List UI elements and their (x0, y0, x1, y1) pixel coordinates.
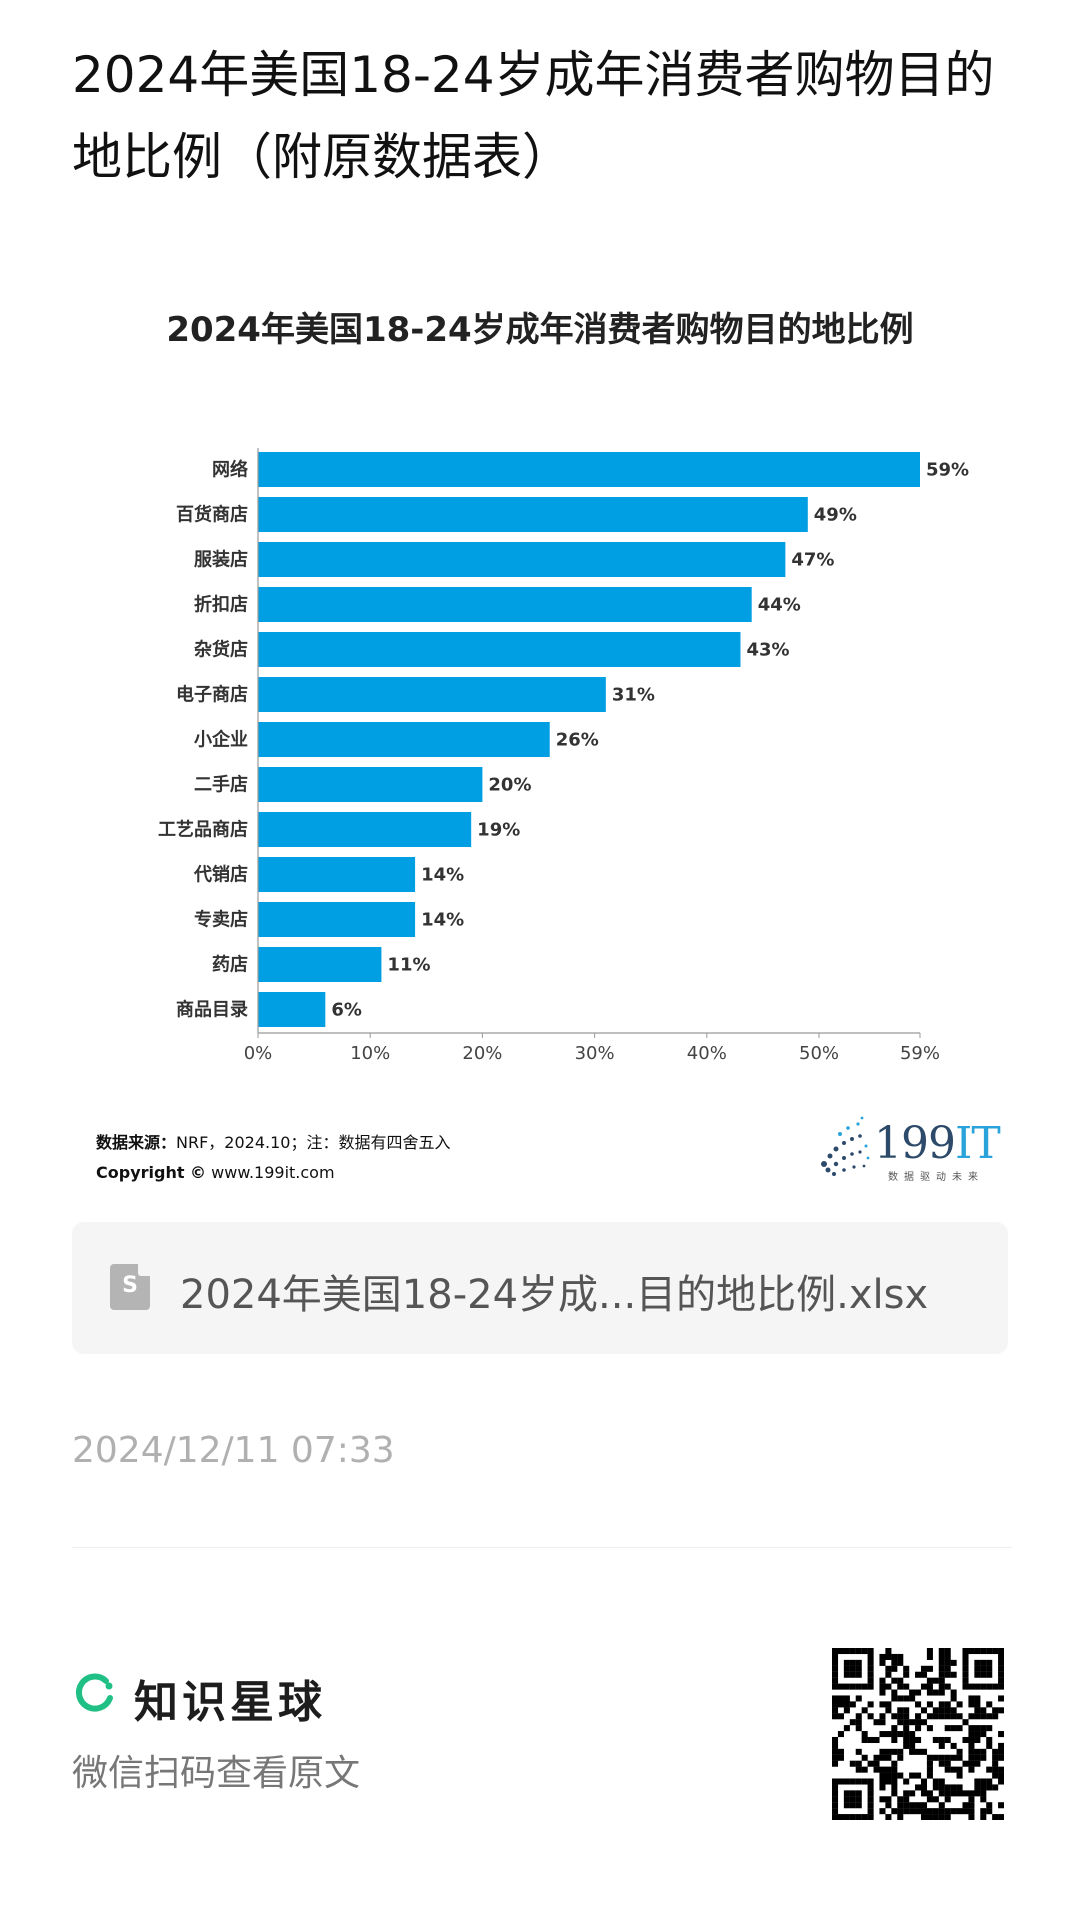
bar (258, 902, 416, 937)
category-label: 专卖店 (194, 909, 248, 931)
divider (72, 1547, 1012, 1548)
data-label: 6% (331, 1000, 362, 1021)
data-label: 14% (421, 910, 464, 931)
category-label: 小企业 (194, 729, 248, 751)
x-tick-label: 10% (350, 1043, 390, 1064)
data-source-note: 数据来源：NRF，2024.10；注：数据有四舍五入 Copyright © w… (96, 1128, 450, 1188)
bar-chart: 网络 59% 百货商店 49% 服装店 47% 折扣店 44% 杂货店 43% 电子商店 31% 小企业… (158, 448, 969, 1064)
bar (258, 542, 786, 577)
brand-name: 知识星球 (134, 1677, 326, 1728)
data-label: 49% (814, 505, 857, 526)
data-label: 19% (477, 820, 520, 841)
x-tick-label: 20% (462, 1043, 502, 1064)
category-label: 杂货店 (194, 639, 248, 661)
scan-hint: 微信扫码查看原文 (72, 1753, 361, 1794)
attachment-file-name: 2024年美国18-24岁成...目的地比例.xlsx (180, 1272, 929, 1318)
chart-title: 2024年美国18-24岁成年消费者购物目的地比例 (166, 310, 914, 350)
category-label: 折扣店 (194, 594, 248, 616)
x-tick-label: 30% (575, 1043, 615, 1064)
category-label: 工艺品商店 (158, 819, 248, 841)
copyright-label: Copyright © (96, 1163, 207, 1182)
logo-tagline: 数据驱动未来 (888, 1172, 984, 1183)
chart-image: 2024年美国18-24岁成年消费者购物目的地比例 网络 59% 百货商店 49% 服装… (72, 240, 1008, 1190)
category-label: 二手店 (194, 774, 248, 796)
x-tick-label: 40% (687, 1043, 727, 1064)
data-label: 14% (421, 865, 464, 886)
bar (258, 587, 752, 622)
data-label: 43% (746, 640, 789, 661)
bar (258, 947, 382, 982)
bar (258, 452, 920, 487)
bar (258, 857, 416, 892)
x-tick-label: 0% (244, 1043, 273, 1064)
logo-wordmark: 199IT (874, 1118, 1001, 1169)
data-label: 31% (612, 685, 655, 706)
data-label: 59% (926, 460, 969, 481)
category-label: 网络 (212, 459, 248, 481)
qr-code[interactable] (832, 1648, 1004, 1820)
category-label: 电子商店 (176, 684, 248, 706)
source-text: NRF，2024.10；注：数据有四舍五入 (176, 1133, 451, 1152)
bar (258, 767, 483, 802)
post-date: 2024/12/11 07:33 (72, 1430, 395, 1471)
category-label: 代销店 (193, 864, 248, 886)
data-label: 26% (556, 730, 599, 751)
bar (258, 722, 550, 757)
zsxq-logo-icon (75, 1673, 113, 1712)
source-label: 数据来源： (96, 1133, 177, 1152)
199it-logo: 199IT 数据驱动未来 (814, 1112, 1014, 1192)
copyright-site: www.199it.com (211, 1163, 335, 1182)
x-tick-label: 50% (799, 1043, 839, 1064)
category-label: 百货商店 (176, 504, 248, 526)
spreadsheet-file-icon: S (110, 1264, 150, 1310)
logo-dots-icon (821, 1116, 870, 1176)
category-label: 药店 (212, 954, 248, 976)
bar (258, 812, 472, 847)
data-label: 11% (387, 955, 430, 976)
category-label: 商品目录 (176, 999, 248, 1021)
x-tick-label: 59% (900, 1043, 940, 1064)
post-title: 2024年美国18-24岁成年消费者购物目的地比例（附原数据表） (72, 46, 995, 186)
data-label: 20% (488, 775, 531, 796)
bar (258, 632, 741, 667)
data-label: 47% (791, 550, 834, 571)
bar (258, 497, 808, 532)
data-label: 44% (758, 595, 801, 616)
category-label: 服装店 (194, 549, 248, 571)
bar (258, 677, 606, 712)
bar (258, 992, 326, 1027)
attachment-file[interactable]: S 2024年美国18-24岁成...目的地比例.xlsx (72, 1222, 1008, 1354)
